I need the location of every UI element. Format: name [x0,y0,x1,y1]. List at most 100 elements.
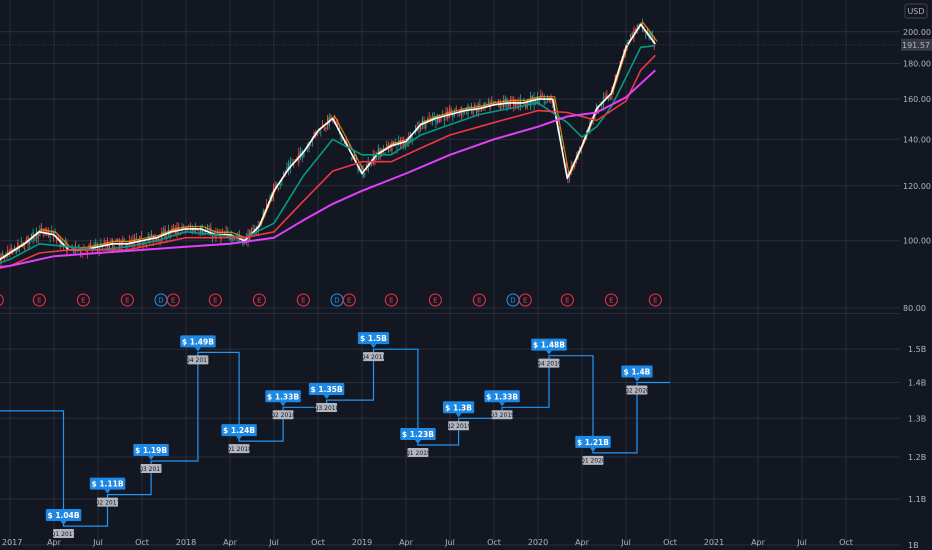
candle-body [526,100,528,108]
candle-body [509,100,511,108]
candle-body [384,153,386,154]
candle-body [350,157,352,159]
candle-body [457,114,459,115]
currency-badge[interactable]: USD [904,3,928,19]
revenue-value-box[interactable] [484,390,520,403]
candle-body [340,133,342,140]
candle-body [643,30,645,31]
quarter-label: Q2 2018 [270,412,296,419]
candle-body [629,34,632,37]
revenue-value-box[interactable] [400,428,436,441]
candle-body [42,229,44,234]
price-tick-label: 100.00 [903,237,931,246]
candle-body [435,117,437,123]
candle-body [477,103,479,113]
candle-body [313,132,315,136]
dividend-badge-letter: D [510,297,515,305]
candle-body [118,242,121,250]
earnings-badge[interactable] [76,293,90,307]
earnings-badge[interactable] [428,293,442,307]
revenue-value-pointer [589,447,596,452]
revenue-value-box[interactable] [133,443,169,456]
earnings-badge[interactable] [342,293,356,307]
revenue-value-box[interactable] [308,383,345,396]
earnings-badge[interactable] [648,293,662,307]
revenue-value-box[interactable] [45,509,82,522]
candle-body [49,236,51,238]
quarter-label-box [140,463,162,473]
revenue-value-pointer [104,489,111,494]
earnings-badge[interactable] [384,293,398,307]
candle-body [193,228,195,233]
candle-body [484,101,486,107]
time-tick-label: 2019 [352,538,372,547]
candle-body [634,28,637,31]
revenue-value-box[interactable] [575,435,611,448]
candle-body [323,128,325,130]
earnings-badge[interactable] [472,293,486,307]
earnings-badge[interactable] [518,293,532,307]
candle-body [333,118,335,121]
quarter-label-box [582,455,604,465]
candle-body [281,181,283,183]
revenue-value-box[interactable] [442,401,475,414]
time-tick-label: Oct [663,538,677,547]
revenue-value-box[interactable] [180,335,216,348]
candle-body [568,176,571,178]
revenue-value-box[interactable] [89,477,126,490]
earnings-badge-letter: E [81,297,85,305]
candle-body [213,231,215,234]
earnings-badge[interactable] [166,293,180,307]
revenue-value-box[interactable] [265,390,301,403]
earnings-badge[interactable] [252,293,266,307]
revenue-value-label: $ 1.04B [48,511,80,520]
candle-body [538,98,540,105]
candle-body [142,243,144,246]
candle-body [252,228,254,230]
earnings-badge[interactable] [120,293,134,307]
revenue-value-box[interactable] [531,338,567,351]
earnings-badge[interactable] [32,293,46,307]
candle-body [597,108,599,111]
earnings-badge[interactable] [604,293,618,307]
candle-body [269,196,271,200]
candle-body [56,238,58,242]
earnings-badge-letter: E [389,297,393,305]
candle-body [389,147,391,149]
last-price-label: 191.57 [902,41,930,50]
candle-body [548,99,550,102]
candle-body [425,122,427,128]
event-badges: DEEEEDEEEEDEEEEDEEEE [0,293,662,307]
earnings-badge[interactable] [560,293,574,307]
candle-body [210,227,212,236]
candle-body [443,117,445,121]
candle-body [95,243,97,245]
candle-body [211,235,214,238]
quarter-label: Q1 2019 [405,450,431,457]
revenue-value-box[interactable] [221,424,257,437]
candle-body [184,229,187,231]
candle-body [3,257,5,260]
candle-body [347,144,349,146]
candle-body [189,227,192,229]
revenue-value-pointer [455,413,462,418]
candle-body [565,166,567,168]
time-axis[interactable]: 2017 Apr Jul Oct 2018 Apr Jul Oct 2019 Apr Jul Oct 2… [2,538,853,547]
candle-body [354,154,356,158]
candle-body [171,227,173,230]
earnings-badge[interactable] [208,293,222,307]
candle-body [183,225,185,227]
candle-body [545,100,547,104]
price-tick-label: 140.00 [903,135,931,144]
revenue-value-box[interactable] [621,365,653,378]
quarter-label: Q1 2020 [580,458,606,465]
price-axis[interactable]: 80.00 100.00 120.00 140.00 160.00 180.00 200.0… [903,28,931,550]
candle-body [233,238,236,240]
earnings-badge[interactable] [296,293,310,307]
revenue-value-box[interactable] [357,332,390,345]
revenue-value-pointer [414,440,421,445]
earnings-badge[interactable] [0,294,4,306]
revenue-tick-label: 1.3B [908,414,926,423]
